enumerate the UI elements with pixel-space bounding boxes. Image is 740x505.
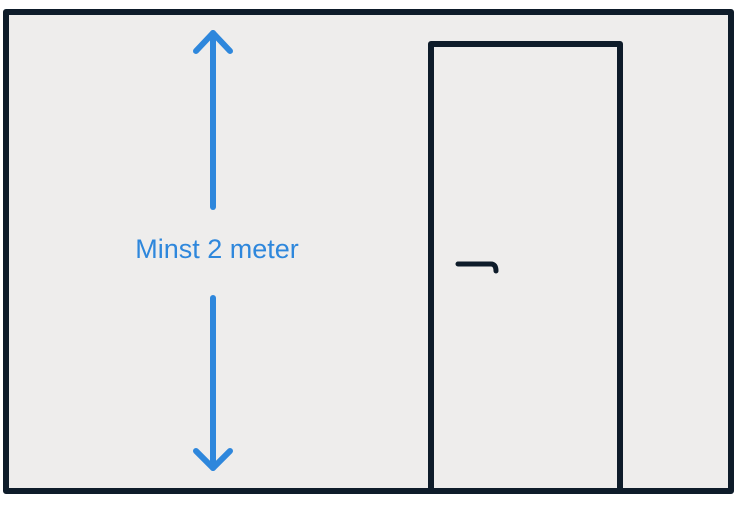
dimension-arrow-up [193, 30, 233, 210]
room-wall [3, 9, 734, 494]
door-handle [455, 261, 499, 274]
door [428, 41, 623, 494]
dimension-label: Minst 2 meter [135, 234, 299, 264]
dimension-arrow-down [193, 295, 233, 471]
